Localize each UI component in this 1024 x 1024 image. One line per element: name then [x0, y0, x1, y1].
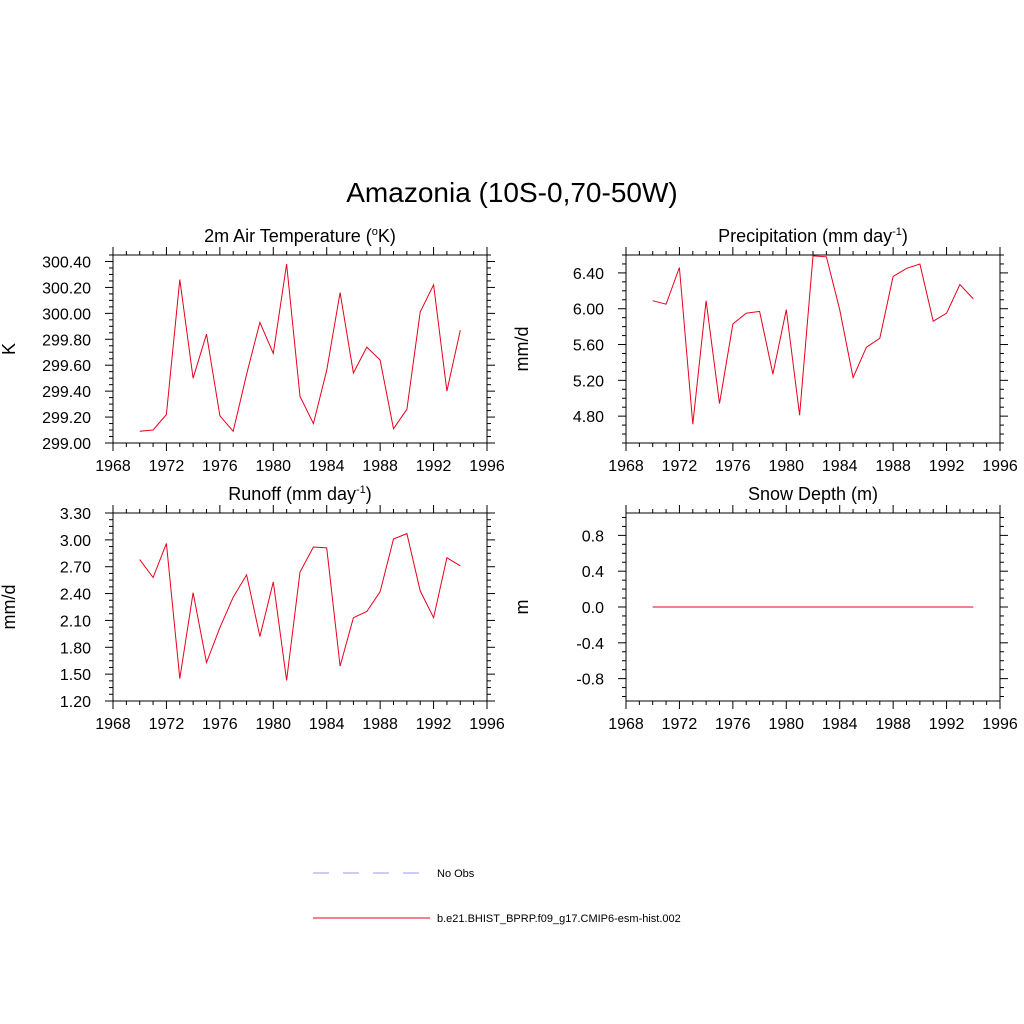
panel-title: Precipitation (mm day-1) [718, 226, 908, 246]
x-tick-label: 1972 [149, 716, 185, 733]
plot-frame [112, 512, 488, 702]
panel-title-text: Runoff (mm day [228, 484, 356, 504]
panel-snow-depth: 1968 1972 1976 1980 1984 1988 1992 1996 -0.8 -0.4… [512, 484, 1018, 733]
y-tick-label: 6.00 [573, 302, 604, 319]
y-axis-label: m [512, 600, 532, 615]
y-axis-label: mm/d [0, 585, 19, 630]
figure-title: Amazonia (10S-0,70-50W) [346, 177, 677, 208]
y-tick-label: 2.10 [60, 613, 91, 630]
y-tick-label: 299.00 [42, 436, 91, 453]
y-tick-label: 0.8 [582, 528, 604, 545]
x-tick-label: 1996 [982, 458, 1018, 475]
y-tick-label: -0.4 [576, 636, 604, 653]
y-tick-label: 4.80 [573, 409, 604, 426]
series-line-runoff [139, 532, 461, 681]
x-tick-label: 1988 [875, 716, 911, 733]
x-tick-label: 1976 [202, 458, 238, 475]
legend-model-label: b.e21.BHIST_BPRP.f09_g17.CMIP6-esm-hist.… [437, 913, 681, 925]
x-tick-label: 1984 [309, 458, 345, 475]
series-line-precipitation [652, 255, 974, 425]
legend: No Obs b.e21.BHIST_BPRP.f09_g17.CMIP6-es… [313, 868, 681, 925]
chart-panels: 1968 1972 1976 1980 1984 1988 1992 1996 299.00 29… [0, 226, 1018, 733]
x-tick-label: 1976 [715, 458, 751, 475]
y-tick-label: 5.20 [573, 373, 604, 390]
x-tick-label: 1984 [822, 716, 858, 733]
x-tick-label: 1972 [149, 458, 185, 475]
x-tick-label: 1988 [362, 458, 398, 475]
panel-title-suffix: ) [366, 484, 372, 504]
y-tick-label: 2.40 [60, 587, 91, 604]
x-tick-label: 1988 [875, 458, 911, 475]
y-tick-label: 299.60 [42, 358, 91, 375]
x-tick-label: 1996 [982, 716, 1018, 733]
x-tick-label: 1992 [416, 716, 452, 733]
y-tick-label: 0.0 [582, 600, 604, 617]
panel-title-superscript: o [372, 226, 378, 238]
y-tick-label: 300.20 [42, 280, 91, 297]
y-tick-label: 299.40 [42, 384, 91, 401]
x-tick-label: 1988 [362, 716, 398, 733]
x-tick-label: 1992 [929, 458, 965, 475]
panel-precipitation: 1968 1972 1976 1980 1984 1988 1992 1996 4.80 5.20… [512, 226, 1018, 475]
panel-title-superscript: -1 [892, 226, 902, 238]
y-axis-label: mm/d [512, 327, 532, 372]
x-tick-label: 1972 [662, 458, 698, 475]
panel-title-text: Precipitation (mm day [718, 226, 892, 246]
y-tick-label: 300.00 [42, 306, 91, 323]
y-tick-label: -0.8 [576, 672, 604, 689]
x-tick-label: 1996 [469, 716, 505, 733]
x-tick-label: 1992 [929, 716, 965, 733]
y-tick-label: 3.30 [60, 506, 91, 523]
panel-title: 2m Air Temperature (oK) [204, 226, 396, 246]
y-tick-label: 6.40 [573, 266, 604, 283]
x-tick-label: 1968 [95, 716, 131, 733]
x-tick-label: 1968 [608, 716, 644, 733]
x-tick-label: 1984 [309, 716, 345, 733]
panel-title-text: Snow Depth (m) [748, 484, 878, 504]
panel-title: Snow Depth (m) [748, 484, 878, 504]
panel-title-superscript: -1 [356, 484, 366, 496]
y-tick-label: 0.4 [582, 564, 604, 581]
x-tick-label: 1968 [608, 458, 644, 475]
y-tick-label: 2.70 [60, 560, 91, 577]
panel-title-suffix: ) [902, 226, 908, 246]
panel-runoff: 1968 1972 1976 1980 1984 1988 1992 1996 1.20 1.50… [0, 484, 505, 733]
x-tick-label: 1968 [95, 458, 131, 475]
x-tick-label: 1980 [255, 716, 291, 733]
y-tick-label: 299.80 [42, 332, 91, 349]
x-tick-label: 1972 [662, 716, 698, 733]
legend-obs-label: No Obs [437, 868, 475, 880]
x-tick-label: 1984 [822, 458, 858, 475]
y-tick-label: 5.60 [573, 338, 604, 355]
x-tick-label: 1992 [416, 458, 452, 475]
y-tick-label: 299.20 [42, 410, 91, 427]
panel-temperature: 1968 1972 1976 1980 1984 1988 1992 1996 299.00 29… [0, 226, 505, 475]
x-tick-label: 1976 [715, 716, 751, 733]
series-line-temperature [139, 264, 461, 433]
y-tick-label: 3.00 [60, 533, 91, 550]
panel-title-text: 2m Air Temperature ( [204, 226, 372, 246]
panel-title: Runoff (mm day-1) [228, 484, 372, 504]
y-axis-label: K [0, 343, 19, 355]
y-tick-label: 1.80 [60, 640, 91, 657]
x-tick-label: 1980 [768, 458, 804, 475]
x-tick-label: 1980 [768, 716, 804, 733]
plot-frame [112, 254, 488, 444]
x-tick-label: 1980 [255, 458, 291, 475]
plot-frame [625, 254, 1001, 444]
x-tick-label: 1996 [469, 458, 505, 475]
y-tick-label: 1.20 [60, 694, 91, 711]
y-tick-label: 1.50 [60, 667, 91, 684]
panel-title-suffix: K) [378, 226, 396, 246]
y-tick-label: 300.40 [42, 254, 91, 271]
x-tick-label: 1976 [202, 716, 238, 733]
